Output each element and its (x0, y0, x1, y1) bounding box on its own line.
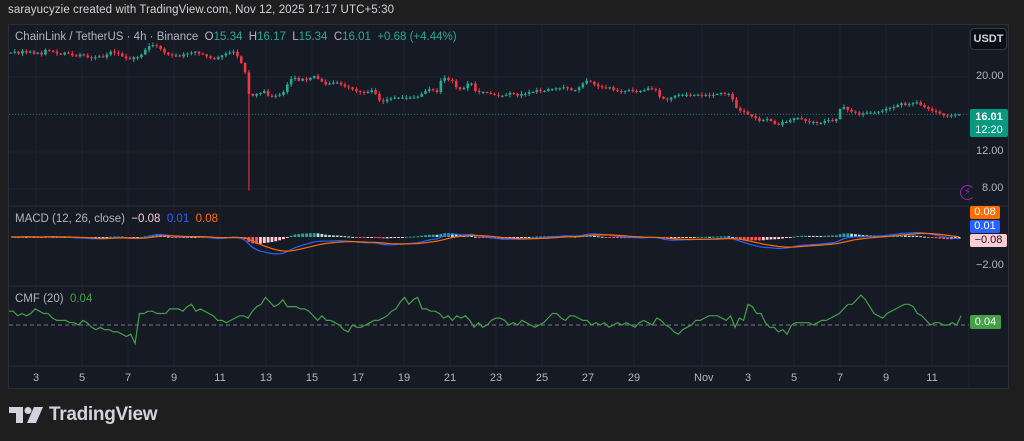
macd-signal-value: 0.08 (195, 213, 218, 225)
price-tick-12: 12.00 (976, 145, 1004, 157)
alert-lightning-icon[interactable]: ⚡ (960, 185, 975, 200)
macd-histogram-value: −0.08 (131, 213, 161, 225)
macd-legend[interactable]: MACD (12, 26, close) −0.08 0.01 0.08 (15, 213, 218, 225)
time-tick: 9 (882, 372, 890, 384)
time-tick: 27 (581, 372, 595, 384)
low-value: 15.34 (298, 31, 328, 43)
time-tick: 7 (124, 372, 132, 384)
time-tick: 11 (926, 372, 938, 384)
time-tick: 29 (627, 372, 641, 384)
tradingview-logo[interactable]: TradingView (9, 404, 158, 426)
high-value: 16.17 (257, 31, 286, 43)
bar-countdown: 12:20 (975, 124, 1003, 136)
macd-title: MACD (12, 26, close) (15, 213, 125, 225)
time-tick: 3 (32, 372, 40, 384)
time-tick: 17 (351, 372, 365, 384)
time-tick: Nov (694, 372, 714, 384)
time-tick: 5 (78, 372, 86, 384)
time-tick: 3 (744, 372, 752, 384)
close-label: C (333, 31, 343, 43)
macd-signal-tag: 0.08 (970, 206, 1000, 219)
cmf-title: CMF (20) (15, 293, 64, 305)
cmf-value: 0.04 (69, 293, 93, 305)
chart-canvas[interactable] (9, 25, 1008, 388)
symbol-legend: ChainLink / TetherUS · 4h · Binance O15.… (15, 31, 457, 43)
macd-hist-tag: −0.08 (970, 234, 1007, 247)
price-tick-20: 20.00 (976, 70, 1004, 82)
price-tick-8: 8.00 (982, 182, 1004, 194)
time-tick: 13 (259, 372, 273, 384)
macd-line-value: 0.01 (166, 213, 190, 225)
logo-text: TradingView (49, 404, 158, 425)
last-price-value: 16.01 (975, 111, 1003, 123)
low-label: L (292, 31, 299, 43)
change-value: +0.68 (+4.44%) (377, 31, 457, 43)
time-tick: 7 (836, 372, 844, 384)
chart-panel[interactable]: ChainLink / TetherUS · 4h · Binance O15.… (8, 24, 1009, 389)
time-tick: 9 (170, 372, 178, 384)
time-tick: 5 (790, 372, 798, 384)
symbol-name[interactable]: ChainLink / TetherUS · 4h · Binance (15, 31, 199, 43)
attribution-text: sarayucyzie created with TradingView.com… (8, 4, 395, 16)
close-value: 16.01 (342, 31, 371, 43)
currency-button[interactable]: USDT (970, 28, 1007, 50)
time-tick: 11 (214, 372, 226, 384)
cmf-legend[interactable]: CMF (20) 0.04 (15, 293, 92, 305)
open-value: 15.34 (213, 31, 243, 43)
time-tick: 21 (443, 372, 457, 384)
last-price-tag: 16.01 12:20 (970, 109, 1008, 137)
time-tick: 23 (489, 372, 503, 384)
tradingview-logo-icon (9, 407, 43, 423)
time-tick: 15 (305, 372, 319, 384)
cmf-value-tag: 0.04 (970, 315, 1001, 329)
macd-tick-neg2: −2.00 (976, 259, 1004, 271)
high-label: H (248, 31, 258, 43)
macd-line-tag: 0.01 (970, 220, 1000, 233)
open-label: O (204, 31, 214, 43)
time-tick: 19 (397, 372, 411, 384)
time-tick: 25 (535, 372, 549, 384)
